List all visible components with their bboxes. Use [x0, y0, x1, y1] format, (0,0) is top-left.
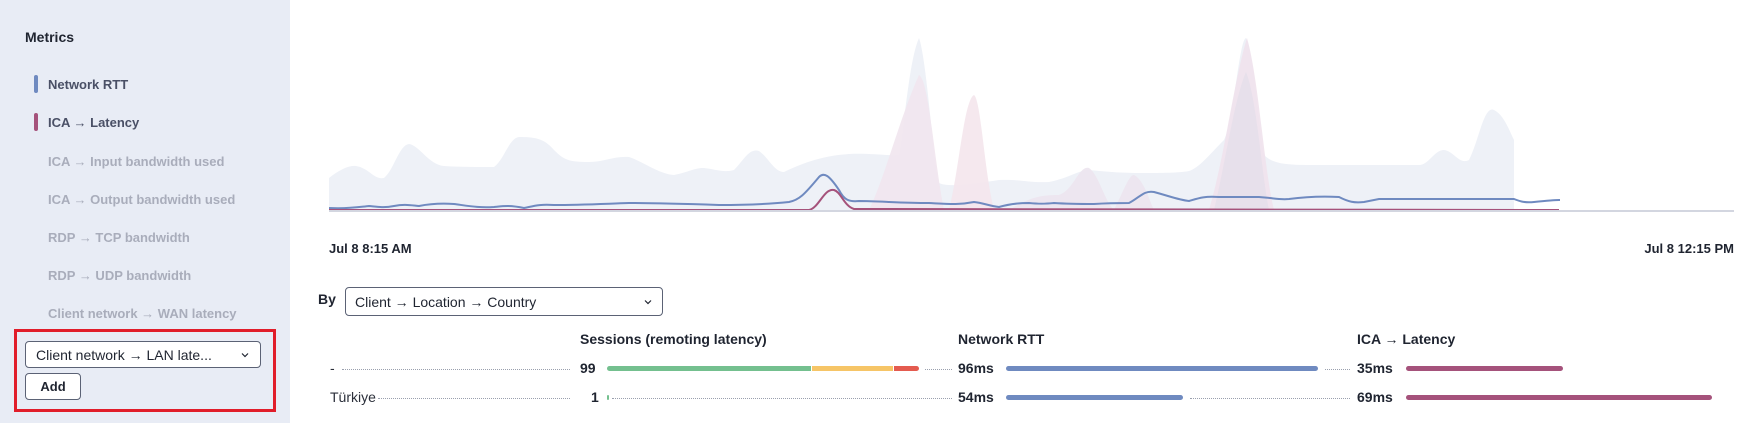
metric-item-label: RDP → UDP bandwidth	[48, 267, 192, 283]
metric-item-ica-output-bandwidth[interactable]: ICA → Output bandwidth used	[34, 189, 235, 209]
group-by-select-value: Client → Location → Country	[355, 293, 537, 310]
ica-latency-bar	[1406, 395, 1712, 400]
metric-item-network-rtt[interactable]: Network RTT	[34, 74, 128, 94]
metric-select[interactable]: Client network → LAN late...	[25, 341, 261, 368]
metric-item-rdp-udp-bandwidth[interactable]: RDP → UDP bandwidth	[34, 265, 191, 285]
metric-item-label: Network RTT	[48, 76, 129, 92]
metric-item-ica-latency[interactable]: ICA → Latency	[34, 112, 139, 132]
ica-range-area	[949, 95, 994, 210]
add-button[interactable]: Add	[25, 373, 81, 400]
group-by-select[interactable]: Client → Location → Country	[345, 287, 663, 316]
metric-item-wan-latency[interactable]: Client network → WAN latency	[34, 303, 237, 323]
metric-item-label: RDP → TCP bandwidth	[48, 229, 190, 245]
chart-end-time: Jul 8 12:15 PM	[1644, 241, 1734, 256]
column-header-network-rtt: Network RTT	[958, 331, 1045, 347]
column-header-ica-latency: ICA → Latency	[1357, 331, 1456, 347]
sessions-good-bar	[607, 395, 609, 400]
chevron-down-icon	[644, 299, 652, 304]
chevron-down-icon	[241, 352, 249, 357]
ica-range-area	[1214, 72, 1269, 210]
network-rtt-value: 54ms	[958, 389, 994, 405]
metric-item-label: ICA → Latency	[48, 114, 140, 130]
metric-item-ica-input-bandwidth[interactable]: ICA → Input bandwidth used	[34, 151, 224, 171]
ica-range-area	[869, 75, 944, 210]
sessions-good-bar	[607, 366, 811, 371]
row-label: -	[330, 360, 335, 376]
sessions-count: 1	[591, 389, 599, 405]
metrics-timeseries-chart[interactable]	[329, 20, 1734, 238]
network-rtt-value: 96ms	[958, 360, 994, 376]
ica-latency-bar	[1406, 366, 1563, 371]
rtt-series-line	[329, 173, 1560, 210]
metrics-sidebar: Metrics Network RTT ICA → Latency ICA → …	[0, 0, 290, 423]
metric-select-value: Client network → LAN late...	[36, 346, 212, 363]
group-by-label: By	[318, 291, 336, 307]
metric-item-rdp-tcp-bandwidth[interactable]: RDP → TCP bandwidth	[34, 227, 190, 247]
sessions-poor-bar	[894, 366, 919, 371]
series-color-swatch	[34, 113, 38, 131]
series-color-swatch	[34, 75, 38, 93]
metric-item-label: ICA → Input bandwidth used	[48, 153, 225, 169]
highlight-box	[14, 329, 276, 412]
column-header-sessions: Sessions (remoting latency)	[580, 331, 767, 347]
network-rtt-bar	[1006, 395, 1183, 400]
chart-start-time: Jul 8 8:15 AM	[329, 241, 412, 256]
sessions-count: 99	[580, 360, 596, 376]
network-rtt-bar	[1006, 366, 1318, 371]
ica-latency-value: 69ms	[1357, 389, 1393, 405]
ica-latency-value: 35ms	[1357, 360, 1393, 376]
ica-series-line	[329, 188, 1560, 211]
sidebar-title: Metrics	[25, 29, 75, 45]
metric-item-label: Client network → WAN latency	[48, 305, 237, 321]
ica-range-area	[1114, 175, 1154, 210]
ica-range-area	[1009, 167, 1114, 210]
row-label: Türkiye	[330, 389, 376, 405]
metric-item-label: ICA → Output bandwidth used	[48, 191, 236, 207]
sessions-fair-bar	[812, 366, 893, 371]
